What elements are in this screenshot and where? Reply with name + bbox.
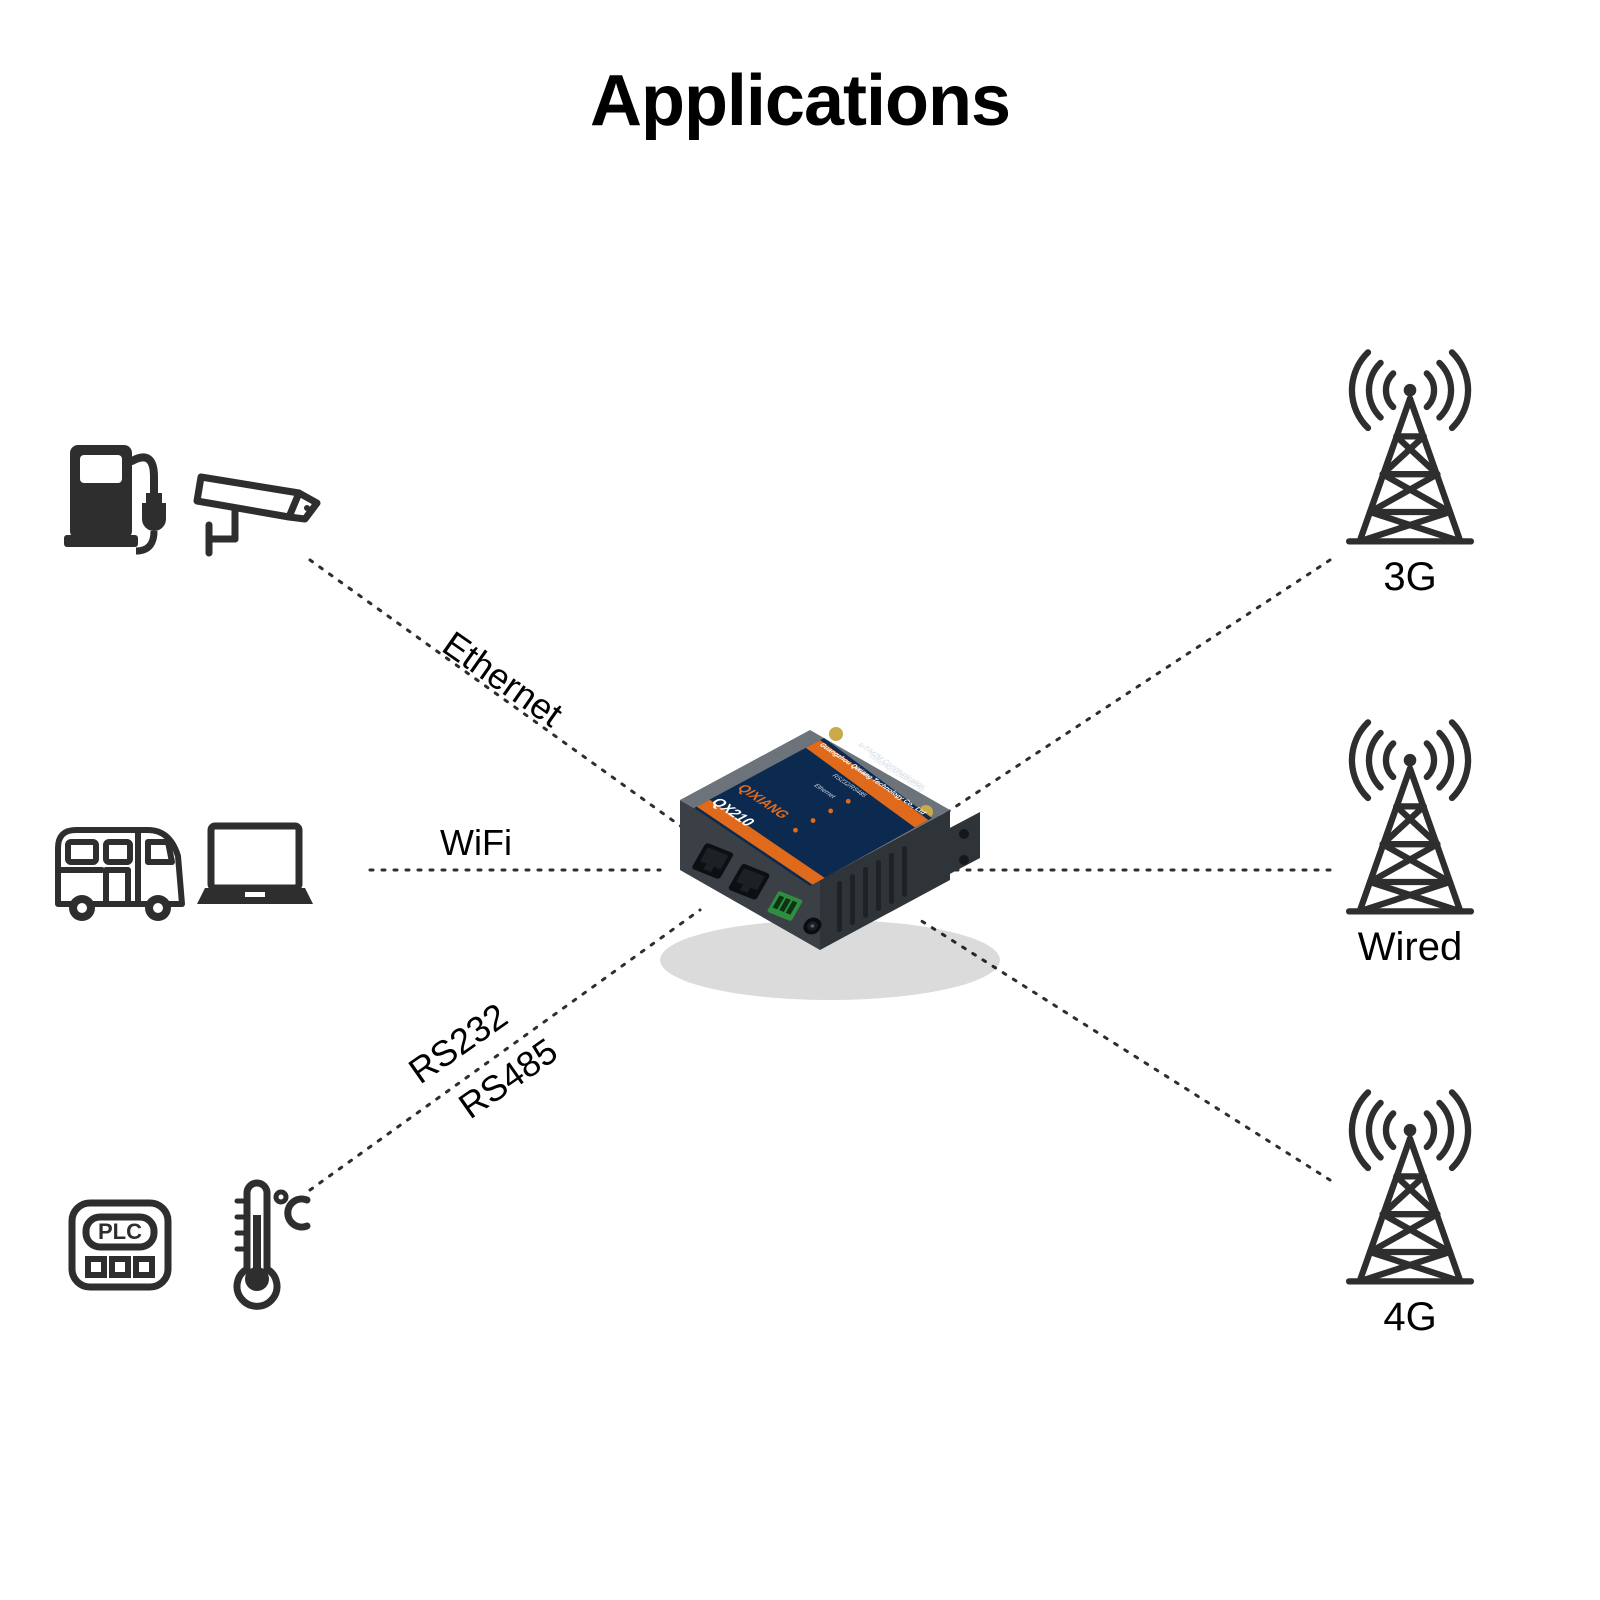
right-endpoints: 3G Wired 4G [1349, 352, 1471, 1339]
edge-serial-endpoint [310, 910, 700, 1190]
serial-endpoint [72, 1183, 307, 1306]
3g-tower: 3G [1349, 352, 1471, 599]
ethernet-endpoint [64, 445, 317, 553]
left-endpoints [58, 445, 317, 1306]
diagram-stage: Applications [0, 0, 1600, 1600]
wifi-endpoint [58, 826, 313, 921]
radio-tower-icon [1349, 722, 1471, 911]
thermometer-icon [237, 1183, 307, 1306]
radio-tower-icon [1349, 1092, 1471, 1281]
plc-icon [72, 1203, 168, 1287]
fuel-pump-icon [64, 445, 166, 551]
radio-tower-icon [1349, 352, 1471, 541]
diagram-canvas: PLC [0, 0, 1600, 1600]
caravan-icon [58, 830, 182, 921]
4g-tower: 4G [1349, 1092, 1471, 1339]
laptop-icon [197, 826, 313, 904]
4g-tower-label: 4G [1383, 1295, 1436, 1339]
3g-tower-label: 3G [1383, 555, 1436, 599]
wired-tower: Wired [1349, 722, 1471, 969]
edge-3g-tower [920, 560, 1330, 830]
ethernet-endpoint-edge-label: Ethernet [435, 623, 570, 735]
router-device: QX210QIXIANGIoT/M2M CommunicationEtherne… [660, 727, 1000, 1000]
wired-tower-label: Wired [1358, 925, 1462, 969]
edge-labels: EthernetWiFiRS232RS485 [401, 623, 570, 1127]
wifi-endpoint-edge-label: WiFi [440, 822, 512, 863]
cctv-camera-icon [197, 477, 317, 553]
